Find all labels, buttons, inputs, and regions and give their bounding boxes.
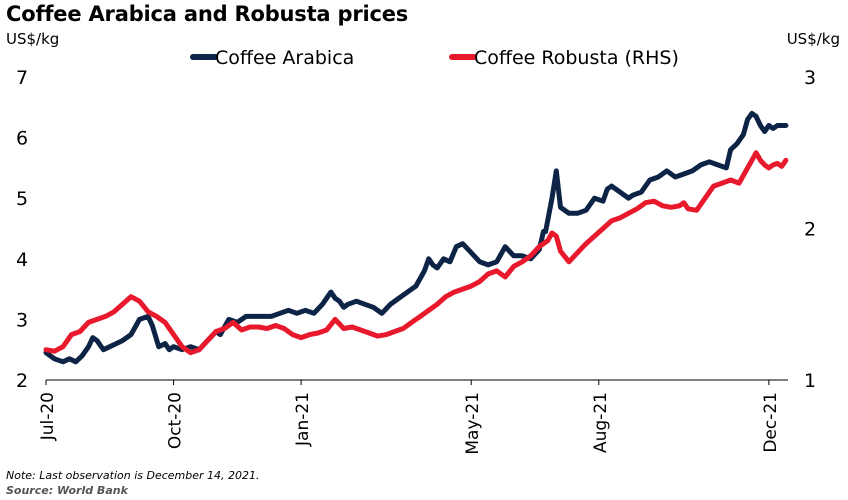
right-y-tick-label: 2 [804, 219, 816, 241]
x-tick-label: Dec-21 [761, 392, 781, 453]
left-axis-unit: US$/kg [6, 30, 60, 48]
left-y-tick-label: 7 [16, 67, 28, 89]
left-y-tick-label: 3 [16, 309, 28, 331]
x-tick-label: May-21 [463, 392, 483, 455]
chart-note: Note: Last observation is December 14, 2… [6, 469, 260, 482]
legend-label: Coffee Robusta (RHS) [474, 47, 679, 69]
arabica-series-line [43, 110, 789, 365]
chart-source: Source: World Bank [6, 484, 128, 497]
right-y-tick-label: 3 [804, 67, 816, 89]
left-y-tick-label: 5 [16, 188, 28, 210]
right-axis-unit: US$/kg [786, 30, 840, 48]
left-y-tick-label: 2 [16, 370, 28, 392]
legend-label: Coffee Arabica [215, 47, 354, 69]
left-y-tick-label: 6 [16, 128, 28, 150]
x-tick-label: Aug-21 [591, 392, 611, 453]
x-tick-label: Jan-21 [293, 392, 313, 447]
robusta-series-line [43, 150, 789, 356]
left-y-tick-label: 4 [16, 249, 28, 271]
x-tick-label: Jul-20 [38, 392, 58, 441]
right-y-tick-label: 1 [804, 370, 816, 392]
chart-title: Coffee Arabica and Robusta prices [6, 2, 409, 26]
x-tick-label: Oct-20 [166, 392, 186, 449]
